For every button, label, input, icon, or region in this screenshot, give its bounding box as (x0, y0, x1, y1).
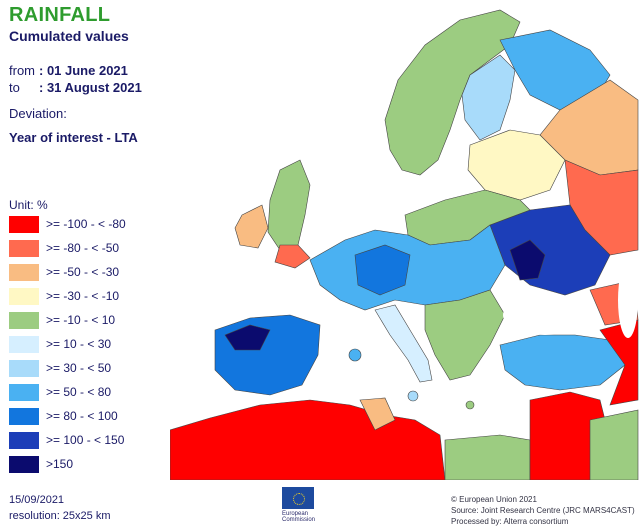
legend-label: >= -100 - < -80 (46, 217, 126, 231)
scandinavia-land (384, 9, 521, 176)
legend-swatch (9, 336, 39, 353)
period-block: from : 01 June 2021 to : 31 August 2021 (9, 62, 142, 96)
legend-label: >= 100 - < 150 (46, 433, 125, 447)
legend-label: >= 10 - < 30 (46, 337, 112, 351)
map-subtitle: Cumulated values (9, 28, 129, 44)
legend-swatch (9, 288, 39, 305)
legend-swatch (9, 456, 39, 473)
legend-label: >= -30 - < -10 (46, 289, 120, 303)
ireland-land (234, 204, 269, 249)
to-label: to (9, 80, 20, 95)
processed-by-text: Processed by: Alterra consortium (451, 517, 569, 526)
uk-south-land (274, 244, 311, 269)
ukraine-core-land (509, 239, 546, 281)
credits-block: © European Union 2021 Source: Joint Rese… (451, 494, 635, 527)
from-date: : 01 June 2021 (39, 63, 128, 78)
to-date: : 31 August 2021 (39, 80, 142, 95)
legend-label: >= 80 - < 100 (46, 409, 118, 423)
copyright-text: © European Union 2021 (451, 495, 537, 504)
deviation-label: Deviation: (9, 106, 67, 121)
caspian-sea (618, 262, 638, 338)
arabia-land (589, 409, 639, 480)
eu-logo-text: European Commission (282, 511, 316, 523)
legend-label: >= -10 - < 10 (46, 313, 116, 327)
germany-land (354, 244, 411, 296)
legend-swatch (9, 384, 39, 401)
iberia-land (214, 314, 321, 396)
map-title: RAINFALL (9, 4, 111, 26)
north-africa-land (170, 399, 446, 480)
sicily-land (407, 390, 419, 402)
legend-swatch (9, 408, 39, 425)
europe-rainfall-map (170, 9, 639, 480)
from-label: from (9, 63, 35, 78)
source-text: Source: Joint Research Centre (JRC MARS4… (451, 506, 635, 515)
finland-land (461, 54, 516, 141)
baltic-russia-land (467, 129, 566, 201)
crete-land (465, 400, 475, 410)
resolution-text: resolution: 25x25 km (9, 510, 111, 522)
legend-label: >= 50 - < 80 (46, 385, 112, 399)
corsica-sardinia-land (348, 348, 362, 362)
legend-swatch (9, 360, 39, 377)
italy-land (374, 304, 433, 383)
legend-swatch (9, 240, 39, 257)
legend-swatch (9, 432, 39, 449)
legend-unit: Unit: % (9, 198, 48, 212)
turkey-land (499, 334, 626, 391)
legend-label: >= 30 - < 50 (46, 361, 112, 375)
tunisia-land (359, 397, 396, 431)
balkans-land (424, 289, 506, 381)
legend-label: >= -80 - < -50 (46, 241, 120, 255)
legend-swatch (9, 216, 39, 233)
deviation-value: Year of interest - LTA (9, 130, 138, 145)
iberia-north-land (224, 324, 271, 351)
libya-land (444, 434, 531, 480)
legend-swatch (9, 264, 39, 281)
european-commission-logo: European Commission (282, 487, 322, 525)
legend-label: >= -50 - < -30 (46, 265, 120, 279)
issue-date: 15/09/2021 (9, 494, 65, 506)
eu-flag-icon (282, 487, 314, 509)
legend-label: >150 (46, 457, 74, 471)
uk-land (267, 159, 311, 251)
black-sea (503, 295, 587, 335)
legend-swatch (9, 312, 39, 329)
